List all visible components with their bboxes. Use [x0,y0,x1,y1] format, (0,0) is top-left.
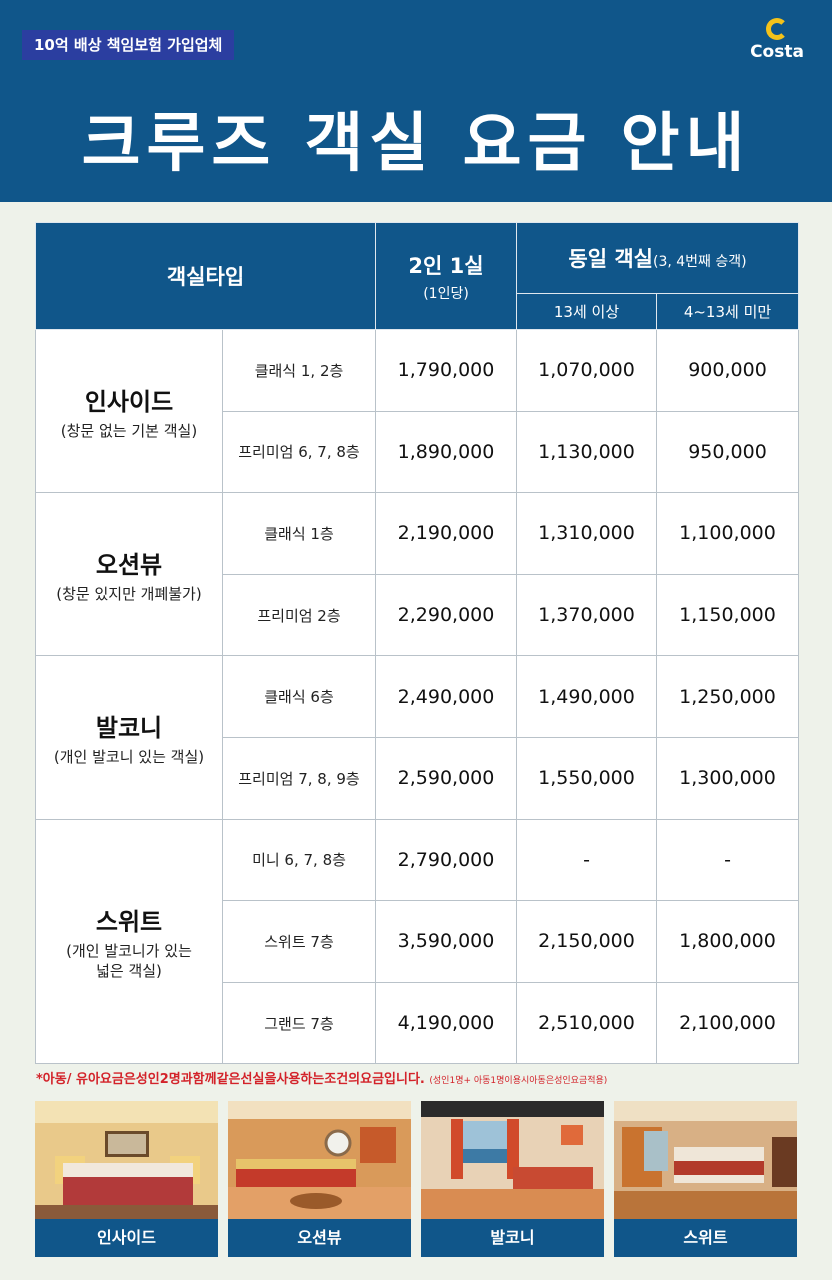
fare-note: *아동/ 유아요금은성인2명과함께같은선실을사용하는조건의요금입니다. (성인1… [36,1068,607,1087]
fare-note-main: *아동/ 유아요금은성인2명과함께같은선실을사용하는조건의요금입니다. [36,1072,425,1087]
room-photo-gallery: 인사이드 오션뷰 [35,1101,798,1257]
room-type-suite: 스위트 (개인 발코니가 있는 넓은 객실) [35,818,223,1065]
header-age-13-plus-label: 13세 이상 [553,303,620,321]
table-row: 스위트 (개인 발코니가 있는 넓은 객실) 미니 6, 7, 8층 2,790… [35,818,800,1065]
photo-card-suite: 스위트 [614,1101,797,1257]
costa-c-icon [766,18,788,40]
room-type-name: 인사이드 [84,387,174,416]
table-row: 프리미엄 7, 8, 9층 2,590,000 1,550,000 1,300,… [36,736,800,820]
fare-note-small: (성인1명+ 아동1명이용시아동은성인요금적용) [429,1076,608,1086]
header-banner: 10억 배상 책임보험 가입업체 Costa 크루즈 객실 요금 안내 [0,0,832,202]
page-title: 크루즈 객실 요금 안내 [81,107,751,181]
price-4-13: 900,000 [655,329,800,412]
price-4-13: 1,250,000 [655,655,800,738]
price-two-per-room: 2,290,000 [375,573,517,657]
photo-label-oceanview: 오션뷰 [228,1219,411,1257]
room-photo-inside [35,1101,218,1219]
photo-label-inside: 인사이드 [35,1219,218,1257]
table-row: 프리미엄 2층 2,290,000 1,370,000 1,150,000 [36,573,800,657]
price-13-plus: 2,150,000 [516,900,657,983]
price-13-plus: - [516,818,657,902]
photo-label-suite: 스위트 [614,1219,797,1257]
header-age-4-13: 4~13세 미만 [655,293,800,330]
price-4-13: 1,300,000 [655,736,800,820]
header-age-13-plus: 13세 이상 [516,293,657,330]
price-4-13: 2,100,000 [655,981,800,1065]
header-room-type: 객실타입 [35,222,376,330]
photo-card-inside: 인사이드 [35,1101,218,1257]
price-4-13: 1,150,000 [655,573,800,657]
photo-card-balcony: 발코니 [421,1101,604,1257]
table-row: 오션뷰 (창문 있지만 개폐불가) 클래식 1층 2,190,000 1,310… [35,492,800,657]
room-type-name: 오션뷰 [95,550,163,579]
sub-type: 프리미엄 6, 7, 8층 [222,410,376,494]
room-type-desc: (개인 발코니 있는 객실) [53,747,205,766]
sub-type: 클래식 1, 2층 [222,329,376,412]
room-photo-balcony [421,1101,604,1219]
table-row: 스위트 7층 3,590,000 2,150,000 1,800,000 [36,900,800,983]
room-type-name: 스위트 [95,907,163,936]
header-two-per-room-sub: (1인당) [423,285,469,302]
price-two-per-room: 1,790,000 [375,329,517,412]
sub-type: 프리미엄 7, 8, 9층 [222,736,376,820]
insurance-badge: 10억 배상 책임보험 가입업체 [22,30,235,60]
header-same-room: 동일 객실(3, 4번째 승객) [515,222,800,294]
fare-table: 객실타입 2인 1실 (1인당) 동일 객실(3, 4번째 승객) 13세 이상… [35,222,800,1065]
room-photo-oceanview [228,1101,411,1219]
sub-type: 스위트 7층 [222,900,376,983]
header-two-per-room-label: 2인 1실 [408,253,484,278]
table-row: 그랜드 7층 4,190,000 2,510,000 2,100,000 [36,981,800,1065]
room-type-oceanview: 오션뷰 (창문 있지만 개폐불가) [35,492,223,657]
table-row: 발코니 (개인 발코니 있는 객실) 클래식 6층 2,490,000 1,49… [35,655,800,820]
header-age-4-13-label: 4~13세 미만 [683,303,772,321]
price-two-per-room: 3,590,000 [375,900,517,983]
price-two-per-room: 2,190,000 [375,492,517,575]
photo-card-oceanview: 오션뷰 [228,1101,411,1257]
header-room-type-label: 객실타입 [166,265,245,289]
room-type-desc: (창문 있지만 개폐불가) [56,584,202,603]
table-row: 프리미엄 6, 7, 8층 1,890,000 1,130,000 950,00… [36,410,800,494]
price-4-13: 1,100,000 [655,492,800,575]
sub-type: 클래식 6층 [222,655,376,738]
price-two-per-room: 4,190,000 [375,981,517,1065]
price-4-13: 1,800,000 [655,900,800,983]
room-photo-suite [614,1101,797,1219]
room-type-desc: (개인 발코니가 있는 넓은 객실) [66,941,192,980]
sub-type: 클래식 1층 [222,492,376,575]
sub-type: 그랜드 7층 [222,981,376,1065]
sub-type: 프리미엄 2층 [222,573,376,657]
sub-type: 미니 6, 7, 8층 [222,818,376,902]
photo-label-balcony: 발코니 [421,1219,604,1257]
price-13-plus: 1,070,000 [516,329,657,412]
room-type-inside: 인사이드 (창문 없는 기본 객실) [35,328,223,494]
header-two-per-room: 2인 1실 (1인당) [375,222,517,330]
price-4-13: 950,000 [655,410,800,494]
header-same-room-label: 동일 객실 [568,247,653,271]
room-type-balcony: 발코니 (개인 발코니 있는 객실) [35,655,223,820]
price-4-13: - [655,818,800,902]
table-row: 인사이드 (창문 없는 기본 객실) 클래식 1, 2층 1,790,000 1… [35,328,800,494]
price-two-per-room: 1,890,000 [375,410,517,494]
price-13-plus: 2,510,000 [516,981,657,1065]
price-two-per-room: 2,790,000 [375,818,517,902]
logo-text: Costa [750,42,804,62]
price-two-per-room: 2,590,000 [375,736,517,820]
room-type-desc: (창문 없는 기본 객실) [60,421,198,440]
price-13-plus: 1,130,000 [516,410,657,494]
price-13-plus: 1,550,000 [516,736,657,820]
room-type-name: 발코니 [95,713,163,742]
header-same-room-sub: (3, 4번째 승객) [653,254,747,270]
price-13-plus: 1,310,000 [516,492,657,575]
price-13-plus: 1,490,000 [516,655,657,738]
costa-logo: Costa [742,18,812,70]
price-two-per-room: 2,490,000 [375,655,517,738]
price-13-plus: 1,370,000 [516,573,657,657]
